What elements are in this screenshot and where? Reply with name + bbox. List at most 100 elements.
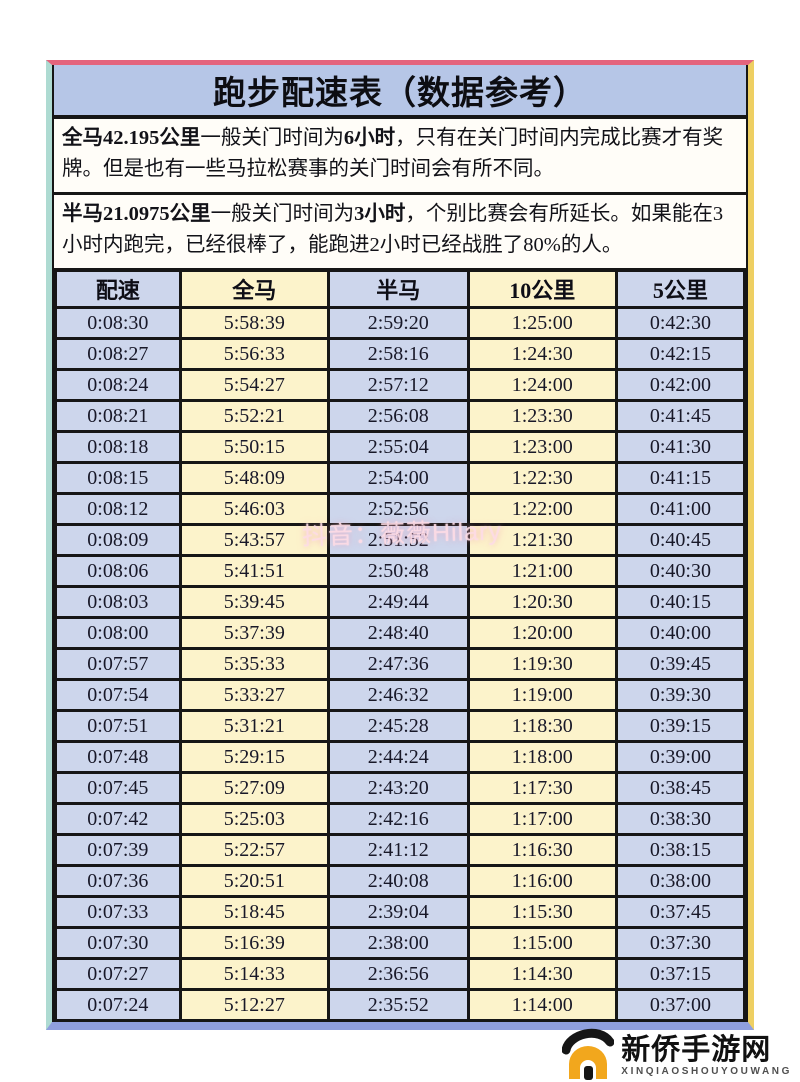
site-logo-text: 新侨手游网 XINQIAOSHOUYOUWANG [621, 1034, 792, 1078]
pace-table-head: 配速 全马 半马 10公里 5公里 [54, 268, 747, 309]
column-header-1: 全马 [178, 268, 330, 309]
table-row: 0:08:00 5:37:39 2:48:40 1:20:00 0:40:00 [54, 615, 747, 650]
time-cell: 1:22:30 [466, 460, 618, 495]
time-cell: 0:07:27 [54, 956, 182, 991]
time-cell: 0:38:45 [614, 770, 747, 805]
time-cell: 1:17:30 [466, 770, 618, 805]
note-half-marathon-mid: 一般关门时间为 [210, 203, 355, 225]
table-row: 0:07:30 5:16:39 2:38:00 1:15:00 0:37:30 [54, 925, 747, 960]
time-cell: 2:45:28 [326, 708, 470, 743]
time-cell: 0:07:45 [54, 770, 182, 805]
time-cell: 2:46:32 [326, 677, 470, 712]
time-cell: 1:18:30 [466, 708, 618, 743]
table-row: 0:07:24 5:12:27 2:35:52 1:14:00 0:37:00 [54, 987, 747, 1022]
time-cell: 0:37:00 [614, 987, 747, 1022]
site-logo: 新侨手游网 XINQIAOSHOUYOUWANG [561, 1026, 792, 1082]
time-cell: 5:52:21 [178, 398, 330, 433]
table-row: 0:07:42 5:25:03 2:42:16 1:17:00 0:38:30 [54, 801, 747, 836]
note-half-marathon-rest: ，个别比赛会有所延长。如果能在3小时内跑完，已经很棒了，能跑进2小时已经战胜了8… [62, 203, 724, 256]
time-cell: 1:14:30 [466, 956, 618, 991]
table-row: 0:07:51 5:31:21 2:45:28 1:18:30 0:39:15 [54, 708, 747, 743]
time-cell: 0:39:30 [614, 677, 747, 712]
table-row: 0:08:12 5:46:03 2:52:56 1:22:00 0:41:00 [54, 491, 747, 526]
time-cell: 0:08:30 [54, 305, 182, 340]
time-cell: 0:40:45 [614, 522, 747, 557]
poster-header: 跑步配速表（数据参考） [54, 65, 746, 119]
time-cell: 0:41:30 [614, 429, 747, 464]
time-cell: 1:24:00 [466, 367, 618, 402]
time-cell: 5:18:45 [178, 894, 330, 929]
time-cell: 2:47:36 [326, 646, 470, 681]
table-row: 0:08:15 5:48:09 2:54:00 1:22:30 0:41:15 [54, 460, 747, 495]
table-row: 0:07:39 5:22:57 2:41:12 1:16:30 0:38:15 [54, 832, 747, 867]
time-cell: 2:43:20 [326, 770, 470, 805]
time-cell: 5:54:27 [178, 367, 330, 402]
time-cell: 0:39:15 [614, 708, 747, 743]
time-cell: 2:44:24 [326, 739, 470, 774]
column-header-2: 半马 [326, 268, 470, 309]
time-cell: 5:16:39 [178, 925, 330, 960]
time-cell: 0:08:06 [54, 553, 182, 588]
time-cell: 2:55:04 [326, 429, 470, 464]
time-cell: 0:08:27 [54, 336, 182, 371]
time-cell: 1:18:00 [466, 739, 618, 774]
time-cell: 2:56:08 [326, 398, 470, 433]
time-cell: 0:08:00 [54, 615, 182, 650]
time-cell: 0:07:42 [54, 801, 182, 836]
time-cell: 0:39:00 [614, 739, 747, 774]
time-cell: 0:40:00 [614, 615, 747, 650]
table-row: 0:08:24 5:54:27 2:57:12 1:24:00 0:42:00 [54, 367, 747, 402]
note-full-marathon-hours: 6小时 [343, 127, 396, 149]
time-cell: 1:16:30 [466, 832, 618, 867]
page-title: 跑步配速表（数据参考） [213, 74, 587, 111]
time-cell: 1:20:00 [466, 615, 618, 650]
column-header-4: 5公里 [614, 268, 747, 309]
table-row: 0:07:54 5:33:27 2:46:32 1:19:00 0:39:30 [54, 677, 747, 712]
time-cell: 5:48:09 [178, 460, 330, 495]
time-cell: 0:08:09 [54, 522, 182, 557]
note-half-marathon: 半马21.0975公里一般关门时间为3小时，个别比赛会有所延长。如果能在3小时内… [54, 195, 746, 268]
time-cell: 1:17:00 [466, 801, 618, 836]
time-cell: 0:41:45 [614, 398, 747, 433]
time-cell: 5:58:39 [178, 305, 330, 340]
time-cell: 5:22:57 [178, 832, 330, 867]
time-cell: 5:31:21 [178, 708, 330, 743]
time-cell: 1:23:00 [466, 429, 618, 464]
time-cell: 2:36:56 [326, 956, 470, 991]
time-cell: 0:41:00 [614, 491, 747, 526]
time-cell: 0:39:45 [614, 646, 747, 681]
time-cell: 5:33:27 [178, 677, 330, 712]
note-half-marathon-lead: 半马21.0975公里 [62, 203, 211, 225]
time-cell: 2:39:04 [326, 894, 470, 929]
time-cell: 0:40:15 [614, 584, 747, 619]
time-cell: 0:08:21 [54, 398, 182, 433]
time-cell: 0:37:15 [614, 956, 747, 991]
time-cell: 1:15:30 [466, 894, 618, 929]
note-full-marathon-lead: 全马42.195公里 [62, 127, 201, 149]
time-cell: 2:35:52 [326, 987, 470, 1022]
time-cell: 2:42:16 [326, 801, 470, 836]
time-cell: 1:14:00 [466, 987, 618, 1022]
time-cell: 5:37:39 [178, 615, 330, 650]
time-cell: 1:23:30 [466, 398, 618, 433]
time-cell: 1:24:30 [466, 336, 618, 371]
time-cell: 0:07:33 [54, 894, 182, 929]
table-row: 0:07:36 5:20:51 2:40:08 1:16:00 0:38:00 [54, 863, 747, 898]
time-cell: 0:38:30 [614, 801, 747, 836]
site-name-latin: XINQIAOSHOUYOUWANG [621, 1065, 792, 1077]
time-cell: 0:07:24 [54, 987, 182, 1022]
time-cell: 0:41:15 [614, 460, 747, 495]
time-cell: 0:08:24 [54, 367, 182, 402]
time-cell: 5:41:51 [178, 553, 330, 588]
time-cell: 0:42:15 [614, 336, 747, 371]
time-cell: 2:49:44 [326, 584, 470, 619]
poster-inner: 跑步配速表（数据参考） 全马42.195公里一般关门时间为6小时，只有在关门时间… [52, 65, 748, 1022]
time-cell: 0:07:57 [54, 646, 182, 681]
time-cell: 2:40:08 [326, 863, 470, 898]
time-cell: 0:08:03 [54, 584, 182, 619]
time-cell: 1:16:00 [466, 863, 618, 898]
time-cell: 5:20:51 [178, 863, 330, 898]
time-cell: 2:48:40 [326, 615, 470, 650]
time-cell: 0:07:39 [54, 832, 182, 867]
time-cell: 5:12:27 [178, 987, 330, 1022]
